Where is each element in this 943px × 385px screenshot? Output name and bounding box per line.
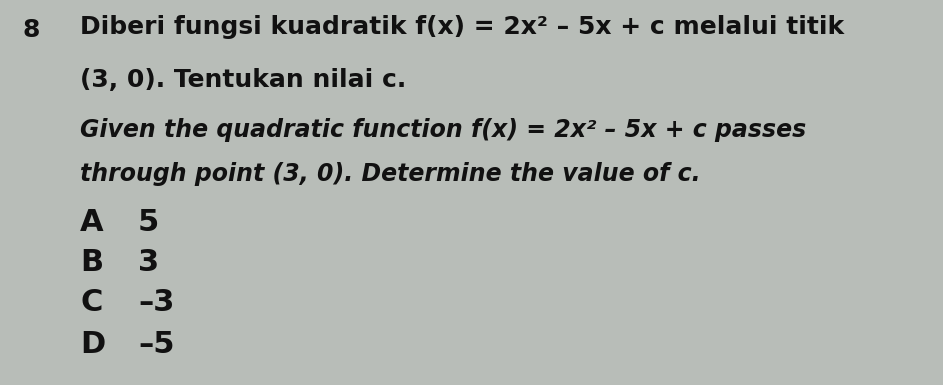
Text: 5: 5 xyxy=(138,208,159,237)
Text: D: D xyxy=(80,330,106,359)
Text: C: C xyxy=(80,288,103,317)
Text: 3: 3 xyxy=(138,248,159,277)
Text: –3: –3 xyxy=(138,288,174,317)
Text: through point (3, 0). Determine the value of c.: through point (3, 0). Determine the valu… xyxy=(80,162,701,186)
Text: –5: –5 xyxy=(138,330,174,359)
Text: Diberi fungsi kuadratik f(x) = 2x² – 5x + c melalui titik: Diberi fungsi kuadratik f(x) = 2x² – 5x … xyxy=(80,15,844,39)
Text: B: B xyxy=(80,248,103,277)
Text: 8: 8 xyxy=(22,18,40,42)
Text: (3, 0). Tentukan nilai c.: (3, 0). Tentukan nilai c. xyxy=(80,68,406,92)
Text: A: A xyxy=(80,208,104,237)
Text: Given the quadratic function f(x) = 2x² – 5x + c passes: Given the quadratic function f(x) = 2x² … xyxy=(80,118,806,142)
